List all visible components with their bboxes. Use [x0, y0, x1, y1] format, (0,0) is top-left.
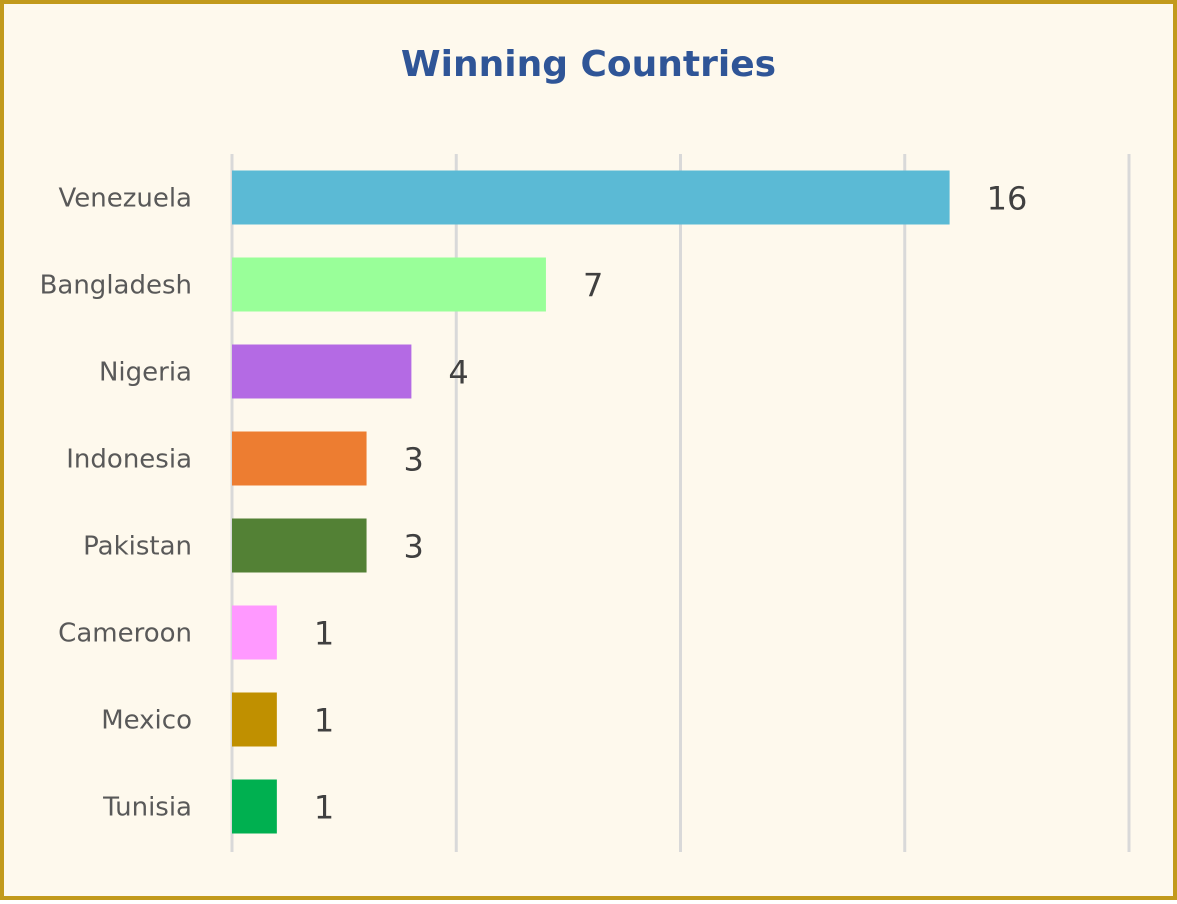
bar: [232, 431, 367, 486]
bar: [232, 692, 277, 747]
category-label: Pakistan: [83, 532, 192, 562]
category-label: Mexico: [101, 706, 192, 736]
category-label: Venezuela: [58, 184, 192, 214]
value-label: 1: [314, 789, 334, 827]
category-label: Cameroon: [58, 619, 192, 649]
bar: [232, 257, 546, 312]
bar-chart: Venezuela 16 Bangladesh 7 Nigeria 4 Indonesia 3…: [40, 154, 1131, 852]
value-label: 1: [314, 702, 334, 740]
value-label: 3: [404, 441, 424, 479]
category-label: Nigeria: [99, 358, 192, 388]
category-label: Indonesia: [66, 445, 192, 475]
value-label: 3: [404, 528, 424, 566]
value-label: 7: [583, 267, 603, 305]
category-label: Tunisia: [102, 793, 192, 823]
value-label: 1: [314, 615, 334, 653]
bar: [232, 170, 950, 225]
category-label: Bangladesh: [40, 271, 192, 301]
bar: [232, 518, 367, 573]
bar: [232, 779, 277, 834]
bar: [232, 605, 277, 660]
bar: [232, 344, 412, 399]
value-label: 16: [987, 180, 1028, 218]
value-label: 4: [448, 354, 468, 392]
chart-title: Winning Countries: [400, 44, 777, 85]
